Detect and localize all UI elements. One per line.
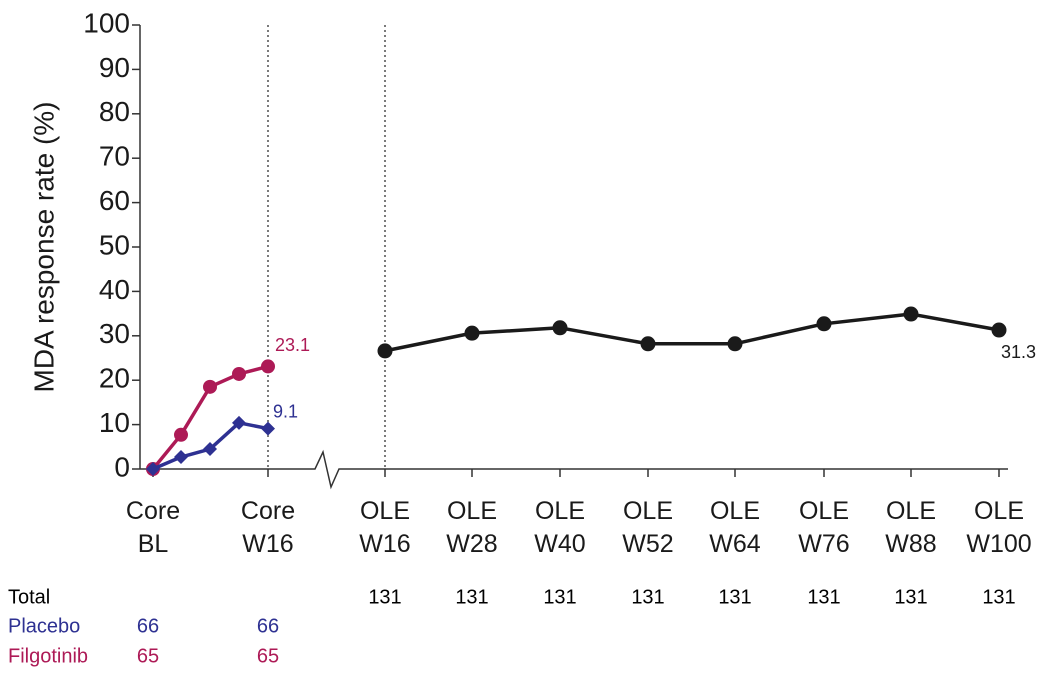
y-tick-label: 50	[99, 229, 130, 260]
table-row-label: Filgotinib	[8, 645, 88, 667]
y-tick-label: 40	[99, 274, 130, 305]
table-count: 131	[631, 586, 664, 608]
y-tick-label: 70	[99, 141, 130, 172]
y-tick-label: 0	[114, 451, 130, 482]
marker	[903, 306, 919, 322]
marker	[174, 450, 188, 465]
marker	[552, 320, 568, 336]
marker	[261, 359, 275, 374]
table-count: 65	[257, 645, 279, 667]
x-tick-label: OLE W16	[359, 497, 410, 558]
y-tick-label: 100	[83, 7, 130, 38]
marker	[232, 366, 246, 381]
marker	[232, 415, 246, 430]
x-tick-label: Core BL	[126, 497, 180, 558]
y-axis-label: MDA response rate (%)	[28, 102, 59, 393]
y-tick-label: 30	[99, 318, 130, 349]
x-tick-label: OLE W100	[966, 497, 1031, 558]
marker	[174, 427, 188, 442]
marker	[640, 336, 656, 352]
table-row-label: Placebo	[8, 615, 80, 637]
table-count: 66	[257, 615, 279, 637]
x-tick-label: OLE W64	[709, 497, 761, 558]
y-tick-label: 10	[99, 407, 130, 438]
marker	[377, 343, 393, 359]
data-label: 23.1	[275, 335, 310, 355]
x-tick-label: OLE W40	[534, 497, 585, 558]
table-count: 131	[455, 586, 488, 608]
y-tick-label: 60	[99, 185, 130, 216]
y-tick-label: 20	[99, 363, 130, 394]
table-count: 131	[894, 586, 927, 608]
y-tick-label: 80	[99, 96, 130, 127]
series-line	[384, 312, 1000, 353]
x-tick-label: OLE W88	[885, 497, 936, 558]
table-count: 65	[137, 645, 159, 667]
marker	[816, 316, 832, 332]
table-row-label: Total	[8, 586, 50, 608]
marker	[146, 462, 160, 476]
data-label: 31.3	[1001, 342, 1036, 362]
table-count: 131	[368, 586, 401, 608]
table-count: 66	[137, 615, 159, 637]
table-count: 131	[982, 586, 1015, 608]
x-tick-label: Core W16	[241, 497, 295, 558]
table-count: 131	[543, 586, 576, 608]
marker	[991, 322, 1007, 338]
x-axis	[140, 449, 1008, 490]
marker	[203, 442, 217, 457]
x-tick-label: OLE W52	[622, 497, 673, 558]
x-tick-label: OLE W28	[446, 497, 497, 558]
marker	[464, 325, 480, 341]
table-count: 131	[807, 586, 840, 608]
marker	[261, 421, 275, 436]
marker	[203, 379, 217, 394]
x-tick-label: OLE W76	[798, 497, 849, 558]
table-count: 131	[718, 586, 751, 608]
data-label: 9.1	[273, 401, 298, 421]
marker	[727, 336, 743, 352]
y-tick-label: 90	[99, 52, 130, 83]
